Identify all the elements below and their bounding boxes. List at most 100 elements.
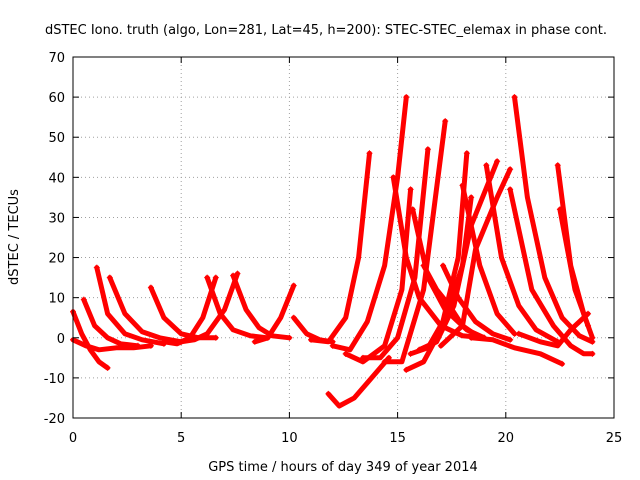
trace-33 bbox=[516, 311, 591, 349]
y-tick-label: 50 bbox=[48, 131, 65, 146]
trace-5 bbox=[107, 275, 184, 345]
trace-32 bbox=[468, 335, 565, 367]
trace-1 bbox=[70, 309, 111, 371]
trace-point bbox=[559, 360, 566, 367]
trace-point bbox=[459, 182, 466, 189]
trace-point bbox=[403, 366, 410, 373]
trace-point bbox=[308, 336, 315, 343]
trace-point bbox=[585, 322, 592, 329]
trace-point bbox=[507, 166, 514, 173]
trace-29 bbox=[507, 186, 595, 357]
trace-15 bbox=[330, 94, 409, 353]
trace-point bbox=[290, 314, 297, 321]
trace-point bbox=[589, 334, 596, 341]
y-axis-label: dSTEC / TECUs bbox=[7, 189, 22, 285]
trace-point bbox=[407, 350, 414, 357]
trace-point bbox=[515, 330, 522, 337]
trace-point bbox=[178, 338, 185, 345]
trace-21 bbox=[416, 158, 500, 353]
y-tick-label: 20 bbox=[48, 252, 65, 267]
trace-34 bbox=[421, 263, 483, 341]
trace-point bbox=[468, 334, 475, 341]
trace-point bbox=[554, 162, 561, 169]
trace-31 bbox=[557, 206, 591, 329]
trace-23 bbox=[390, 174, 487, 341]
trace-point bbox=[134, 342, 141, 349]
trace-point bbox=[585, 310, 592, 317]
trace-point bbox=[511, 94, 518, 101]
x-tick-label: 5 bbox=[177, 431, 185, 446]
trace-point bbox=[212, 334, 219, 341]
y-tick-label: 40 bbox=[48, 171, 65, 186]
trace-point bbox=[359, 354, 366, 361]
trace-point bbox=[204, 274, 211, 281]
trace-point bbox=[390, 174, 397, 181]
x-tick-label: 20 bbox=[498, 431, 515, 446]
trace-point bbox=[212, 274, 219, 281]
trace-10 bbox=[230, 273, 292, 341]
trace-point bbox=[329, 342, 336, 349]
trace-point bbox=[147, 284, 154, 291]
y-tick-label: -20 bbox=[44, 412, 65, 427]
x-tick-label: 10 bbox=[281, 431, 298, 446]
trace-point bbox=[440, 262, 447, 269]
trace-point bbox=[437, 342, 444, 349]
trace-point bbox=[290, 282, 297, 289]
trace-point bbox=[494, 158, 501, 165]
axis-ticks: 0 5 10 15 20 25 -20 -10 0 10 20 30 40 50 60 70 bbox=[44, 51, 623, 446]
x-tick-label: 0 bbox=[69, 431, 77, 446]
trace-point bbox=[230, 272, 237, 279]
trace-point bbox=[409, 206, 416, 213]
plot-frame bbox=[72, 56, 615, 419]
trace-point bbox=[424, 146, 431, 153]
trace-point bbox=[476, 334, 483, 341]
y-tick-label: 0 bbox=[57, 332, 65, 347]
trace-point bbox=[507, 186, 514, 193]
trace-point bbox=[106, 274, 113, 281]
trace-point bbox=[80, 296, 87, 303]
trace-point bbox=[342, 350, 349, 357]
trace-14 bbox=[308, 150, 372, 345]
y-tick-label: 60 bbox=[48, 91, 65, 106]
trace-9 bbox=[178, 271, 240, 345]
trace-4 bbox=[94, 265, 167, 347]
trace-point bbox=[556, 206, 563, 213]
trace-18 bbox=[382, 118, 448, 365]
y-tick-label: 70 bbox=[48, 51, 65, 66]
trace-point bbox=[93, 264, 100, 271]
trace-point bbox=[403, 94, 410, 101]
trace-point bbox=[104, 364, 111, 371]
chart-title: dSTEC Iono. truth (algo, Lon=281, Lat=45… bbox=[45, 23, 607, 38]
trace-point bbox=[160, 338, 167, 345]
trace-11 bbox=[252, 283, 297, 345]
trace-point bbox=[463, 150, 470, 157]
trace-27 bbox=[483, 162, 561, 345]
trace-point bbox=[483, 162, 490, 169]
grid-lines bbox=[73, 57, 614, 418]
x-tick-label: 15 bbox=[389, 431, 406, 446]
trace-point bbox=[286, 334, 293, 341]
trace-point bbox=[589, 350, 596, 357]
trace-point bbox=[234, 270, 241, 277]
trace-point bbox=[468, 194, 475, 201]
dstec-traces bbox=[70, 94, 596, 409]
trace-25 bbox=[440, 263, 513, 343]
x-tick-label: 25 bbox=[606, 431, 623, 446]
y-tick-label: 30 bbox=[48, 211, 65, 226]
x-axis-label: GPS time / hours of day 349 of year 2014 bbox=[208, 460, 478, 475]
trace-point bbox=[407, 186, 414, 193]
y-tick-label: -10 bbox=[44, 372, 65, 387]
trace-point bbox=[325, 390, 332, 397]
trace-26 bbox=[460, 182, 517, 337]
trace-7 bbox=[161, 275, 219, 347]
trace-point bbox=[381, 358, 388, 365]
trace-point bbox=[442, 118, 449, 125]
trace-point bbox=[366, 150, 373, 157]
trace-13 bbox=[325, 355, 392, 409]
y-tick-label: 10 bbox=[48, 292, 65, 307]
trace-28 bbox=[512, 94, 595, 345]
trace-point bbox=[420, 262, 427, 269]
trace-point bbox=[416, 346, 423, 353]
trace-point bbox=[507, 336, 514, 343]
